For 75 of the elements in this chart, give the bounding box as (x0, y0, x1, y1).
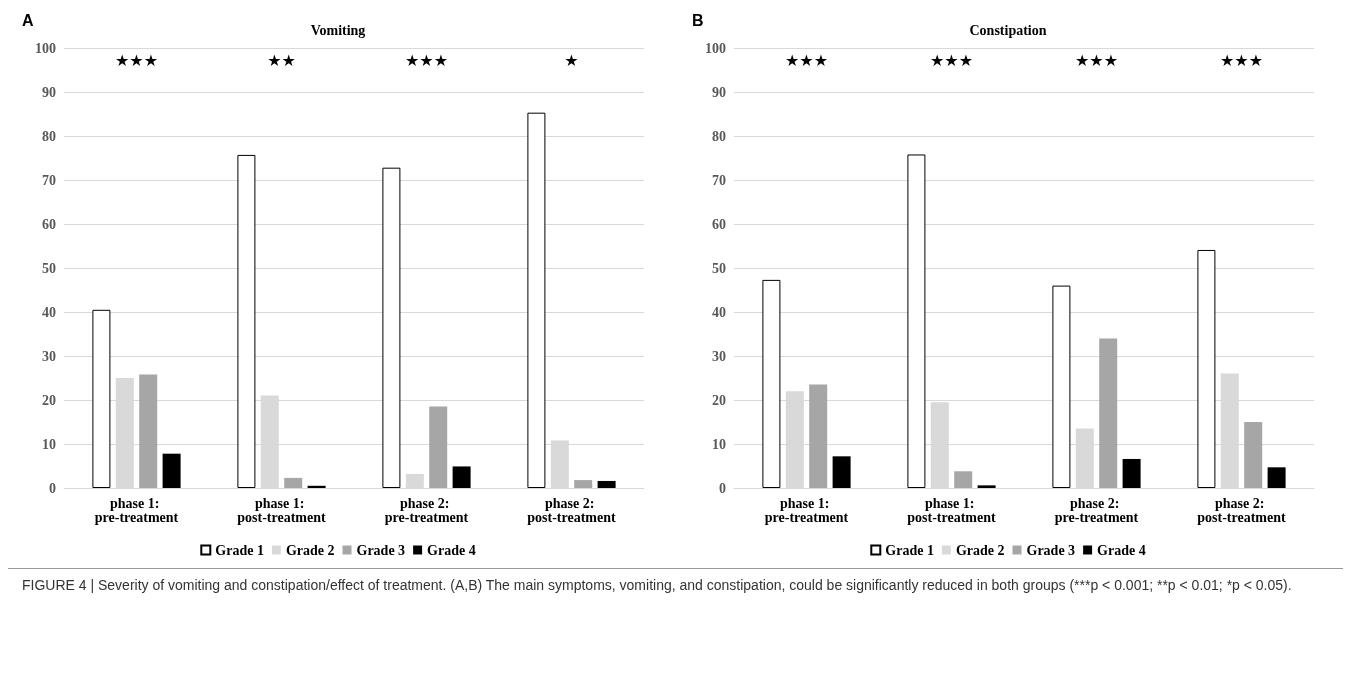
bar (382, 167, 401, 488)
y-tick-label: 40 (712, 304, 726, 320)
bar (1267, 467, 1286, 488)
chart-title: Constipation (969, 22, 1047, 38)
bar (307, 485, 326, 488)
y-tick-label: 100 (705, 40, 726, 56)
y-tick-label: 10 (42, 436, 56, 452)
x-tick-label: phase 1: post-treatment (237, 495, 327, 525)
y-tick-label: 60 (42, 216, 56, 232)
bar (1052, 285, 1071, 488)
y-tick-label: 20 (42, 392, 56, 408)
bar (832, 456, 851, 488)
y-tick-label: 20 (712, 392, 726, 408)
text: B (692, 11, 704, 29)
x-tick-label: phase 2: post-treatment (527, 495, 617, 525)
annotation: ★★★ (114, 50, 159, 70)
legend-label: Grade 1 (215, 542, 264, 558)
x-tick-label: phase 2: pre-treatment (1054, 495, 1139, 525)
annotation: ★★★ (404, 50, 449, 70)
caption: FIGURE 4 | Severity of vomiting and constipation/effect of treatment. (A,B) The main symptoms, vomiting, and constipation, could be significantly reduced in both groups (***p < 0.001; **p < 0.01; *p < 0.05). (8, 568, 1343, 601)
bar (429, 406, 448, 488)
y-tick-label: 30 (42, 348, 56, 364)
bar (1122, 458, 1141, 488)
y-tick-label: 90 (42, 84, 56, 100)
x-tick-label: phase 1: pre-treatment (764, 495, 849, 525)
y-tick-label: 0 (719, 480, 726, 496)
y-tick-label: 70 (42, 172, 56, 188)
y-tick-label: 90 (712, 84, 726, 100)
y-tick-label: 50 (42, 260, 56, 276)
y-tick-label: 70 (712, 172, 726, 188)
bar (1099, 338, 1118, 488)
annotation: ★ (564, 50, 579, 70)
bar (162, 453, 181, 488)
legend-label: Grade 3 (356, 542, 406, 558)
bar (452, 466, 471, 488)
bar (527, 112, 546, 488)
bar (597, 480, 616, 488)
bar (762, 279, 781, 488)
annotation: ★★★ (929, 50, 974, 70)
y-tick-label: 80 (712, 128, 726, 144)
x-tick-label: phase 2: post-treatment (1197, 495, 1287, 525)
legend-label: Grade 4 (427, 542, 476, 558)
bar (977, 485, 996, 488)
legend-label: Grade 2 (285, 542, 335, 558)
y-tick-label: 60 (712, 216, 726, 232)
legend-label: Grade 4 (1097, 542, 1146, 558)
y-tick-label: 10 (712, 436, 726, 452)
y-tick-label: 100 (35, 40, 56, 56)
annotation: ★★★ (1074, 50, 1119, 70)
bar (284, 477, 303, 488)
chart-title: Vomiting (310, 22, 366, 38)
x-tick-label: phase 2: pre-treatment (384, 495, 469, 525)
bar (907, 154, 926, 488)
bar (92, 309, 111, 488)
x-tick-label: phase 1: pre-treatment (94, 495, 179, 525)
legend-label: Grade 3 (1026, 542, 1076, 558)
bar (237, 154, 256, 488)
text: A (22, 11, 34, 29)
legend-label: Grade 2 (955, 542, 1005, 558)
annotation: ★★ (267, 50, 296, 70)
bar (809, 384, 828, 488)
y-tick-label: 50 (712, 260, 726, 276)
bar (139, 374, 158, 488)
y-tick-label: 80 (42, 128, 56, 144)
bar (574, 480, 593, 488)
annotation: ★★★ (784, 50, 829, 70)
bar (1197, 249, 1216, 488)
bar (1244, 422, 1263, 488)
y-tick-label: 0 (49, 480, 56, 496)
legend-label: Grade 1 (885, 542, 934, 558)
bar (954, 471, 973, 488)
annotation: ★★★ (1219, 50, 1264, 70)
y-tick-label: 40 (42, 304, 56, 320)
y-tick-label: 30 (712, 348, 726, 364)
x-tick-label: phase 1: post-treatment (907, 495, 997, 525)
